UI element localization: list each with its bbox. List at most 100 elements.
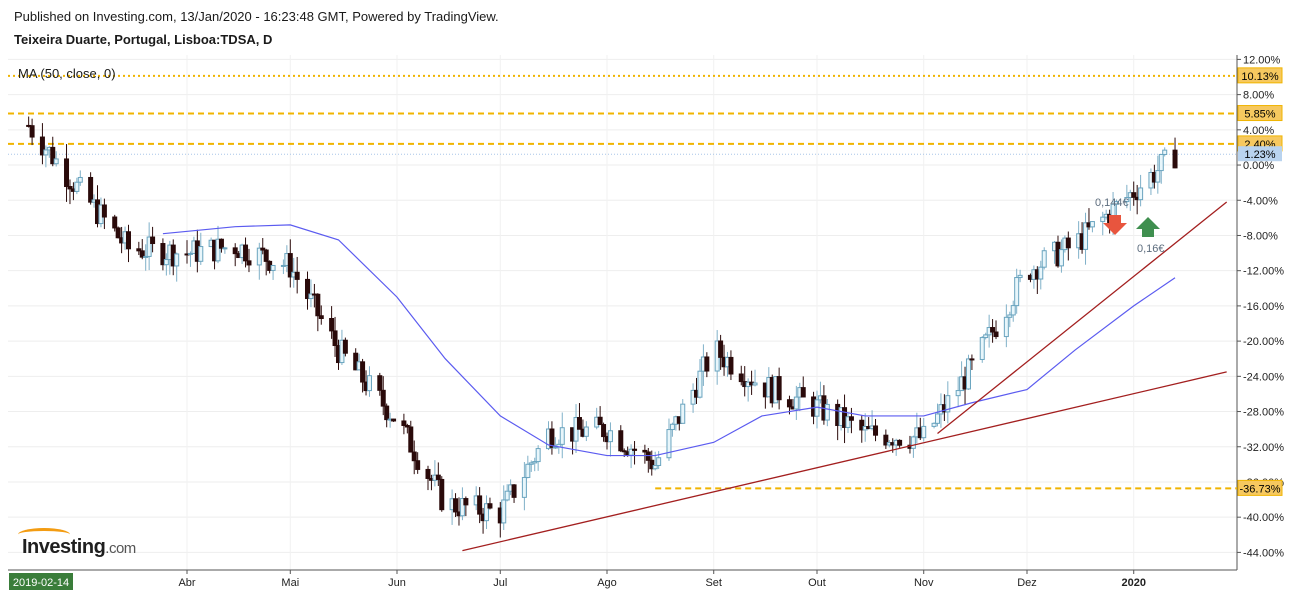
y-tick-label: -32.00% (1243, 442, 1284, 454)
x-tick-label: Ago (597, 577, 617, 589)
candle-body (77, 176, 83, 183)
candle-body (453, 498, 459, 513)
candle-body (934, 413, 940, 424)
candle-body (738, 373, 744, 383)
x-tick-label: Jun (388, 577, 406, 589)
y-tick-label: 0.00% (1243, 160, 1274, 172)
price-level-tag (1237, 105, 1283, 122)
candle-body (965, 358, 971, 390)
y-tick-label: -16.00% (1243, 301, 1284, 313)
y-tick-label: -12.00% (1243, 266, 1284, 278)
y-tick-label: -8.00% (1243, 230, 1278, 242)
price-level-tag (1237, 479, 1283, 496)
candle-body (1162, 149, 1168, 155)
candle-body (270, 264, 276, 271)
candle-body (504, 490, 510, 501)
candle-body (1065, 237, 1071, 249)
candle-body (315, 293, 321, 317)
candle-body (990, 327, 996, 333)
candle-body (559, 427, 565, 445)
candle-body (487, 503, 493, 509)
x-start-label: 2019-02-14 (13, 577, 69, 589)
candle-body (1014, 277, 1020, 307)
candle-body (680, 403, 686, 424)
candle-body (360, 361, 366, 383)
candle-body (50, 146, 56, 165)
y-tick-label: -40.00% (1243, 512, 1284, 524)
candle-body (329, 317, 335, 332)
candle-body (824, 403, 830, 421)
candle-body (1158, 153, 1164, 172)
price-level-tag-label: 10.13% (1241, 71, 1279, 83)
candle-body (143, 255, 149, 258)
candle-body (318, 315, 324, 319)
candle-body (215, 238, 221, 262)
candle-body (332, 330, 338, 347)
candle-body (380, 389, 386, 407)
x-tick-label: Mai (281, 577, 299, 589)
candle-body (391, 418, 397, 422)
candle-body (136, 248, 142, 252)
candle-body (174, 253, 180, 267)
candle-body (1114, 201, 1120, 205)
candle-body (607, 430, 613, 443)
last-price-tag-label: 1.23% (1244, 149, 1275, 161)
candle-body (704, 356, 710, 372)
published-caption: Published on Investing.com, 13/Jan/2020 … (14, 9, 499, 24)
candle-body (484, 503, 490, 522)
candle-body (656, 457, 662, 466)
candle-body (528, 462, 534, 465)
plot-area (8, 55, 1237, 570)
y-tick-label: -28.00% (1243, 407, 1284, 419)
candle-body (377, 375, 383, 391)
candle-body (752, 382, 758, 386)
y-tick-label: 12.00% (1243, 54, 1281, 66)
indicator-label[interactable]: MA (50, close, 0) (18, 66, 116, 81)
candle-body (477, 495, 483, 515)
candle-body (342, 339, 348, 354)
candle-body (969, 358, 975, 361)
candle-body (1124, 197, 1130, 203)
trendline (937, 201, 1228, 435)
x-start-label-box (9, 573, 73, 590)
candle-body (1155, 170, 1161, 183)
candle-body (101, 204, 107, 218)
candle-body (1003, 316, 1009, 338)
candle-body (88, 176, 94, 203)
candle-body (463, 498, 469, 506)
candle-body (583, 426, 589, 437)
candle-body (697, 370, 703, 398)
candle-body (67, 186, 73, 190)
y-tick-label: -4.00% (1243, 195, 1278, 207)
candle-body (669, 423, 675, 431)
annotation-label: 0,144€ (1095, 197, 1129, 209)
candle-body (786, 399, 792, 408)
x-tick-label: Set (705, 577, 722, 589)
candle-body (439, 478, 445, 511)
candle-body (931, 422, 937, 427)
candle-body (666, 429, 672, 459)
candle-body (649, 459, 655, 470)
candle-body (1089, 221, 1095, 228)
candle-body (232, 247, 238, 255)
candle-body (632, 448, 638, 451)
candle-body (53, 158, 59, 165)
candle-body (401, 420, 407, 426)
candle-body (525, 463, 531, 478)
candle-body (1010, 305, 1016, 316)
candle-body (1131, 192, 1137, 198)
candle-body (280, 264, 286, 267)
price-level-tag-label: 5.85% (1244, 109, 1275, 121)
price-level-tag (1237, 67, 1283, 84)
candle-body (601, 424, 607, 438)
candle-body (1017, 274, 1023, 279)
candle-body (263, 249, 269, 262)
candle-body (845, 416, 851, 428)
x-tick-label: Abr (178, 577, 195, 589)
candles (26, 116, 1178, 538)
candle-body (160, 243, 166, 266)
ma50-line (162, 224, 1176, 457)
candle-body (873, 425, 879, 436)
candle-body (983, 334, 989, 339)
